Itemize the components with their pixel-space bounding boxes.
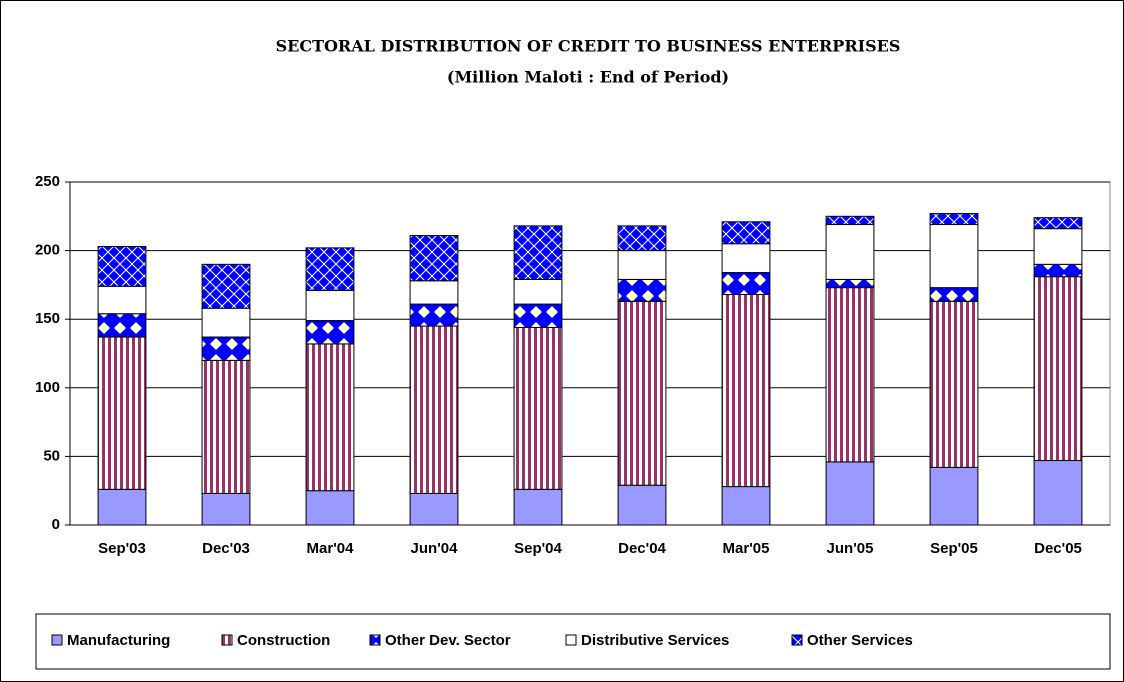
bar-segment: [1033, 263, 1083, 278]
bar-segment: [201, 307, 251, 338]
bar-segment: [513, 488, 563, 526]
y-tick-label: 150: [35, 310, 60, 327]
legend-label: Other Services: [807, 632, 913, 649]
bar-segment: [409, 280, 459, 305]
x-tick-label: Dec'05: [1034, 540, 1082, 557]
bar-segment: [305, 289, 355, 322]
legend-label: Construction: [237, 632, 330, 649]
bar-segment: [721, 221, 771, 245]
bar-segment: [929, 287, 979, 302]
y-tick-label: 200: [35, 242, 60, 259]
bar-segment: [721, 294, 771, 488]
x-tick-label: Mar'04: [307, 540, 355, 557]
y-tick-label: 50: [43, 447, 60, 464]
bar-segment: [1033, 228, 1083, 265]
legend-swatch: [369, 634, 381, 646]
bar-segment: [513, 326, 563, 490]
bar-segment: [201, 359, 251, 494]
bar-segment: [97, 336, 147, 490]
bar-segment: [617, 300, 667, 486]
bar-segment: [617, 250, 667, 280]
x-tick-label: Jun'04: [411, 540, 459, 557]
y-tick-label: 100: [35, 379, 60, 396]
legend-swatch: [791, 634, 803, 646]
bar-segment: [825, 215, 875, 226]
bar-segment: [617, 484, 667, 526]
bar-segment: [97, 285, 147, 315]
bar-segment: [929, 300, 979, 468]
bar-segment: [721, 486, 771, 526]
bar-segment: [513, 278, 563, 305]
x-tick-label: Dec'04: [618, 540, 666, 557]
bar-segment: [97, 245, 147, 287]
bar-segment: [617, 278, 667, 302]
bar-segment: [201, 336, 251, 361]
x-tick-label: Sep'05: [930, 540, 978, 557]
bar-segment: [721, 272, 771, 296]
bar-segment: [409, 492, 459, 526]
bar-segment: [409, 235, 459, 282]
chart-title: SECTORAL DISTRIBUTION OF CREDIT TO BUSIN…: [276, 37, 901, 56]
legend-label: Distributive Services: [581, 632, 729, 649]
legend-swatch: [221, 634, 233, 646]
bar-segment: [617, 225, 667, 252]
bar-segment: [97, 488, 147, 526]
bar-segment: [201, 492, 251, 526]
bar-segment: [1033, 276, 1083, 462]
bar-segment: [1033, 217, 1083, 230]
x-tick-label: Sep'04: [514, 540, 562, 557]
legend-swatch: [565, 634, 577, 646]
chart-subtitle: (Million Maloti : End of Period): [447, 68, 729, 87]
bar-segment: [513, 225, 563, 280]
y-tick-label: 0: [52, 516, 60, 533]
x-tick-label: Sep'03: [98, 540, 146, 557]
bar-segment: [929, 224, 979, 289]
bar-segment: [825, 278, 875, 289]
bar-segment: [409, 303, 459, 327]
bar-segment: [929, 466, 979, 526]
bar-segment: [305, 490, 355, 526]
y-tick-label: 250: [35, 173, 60, 190]
bar-segment: [305, 247, 355, 291]
x-tick-label: Dec'03: [202, 540, 250, 557]
legend-swatch: [51, 634, 63, 646]
bar-segment: [929, 213, 979, 226]
bar-segment: [409, 325, 459, 494]
bar-segment: [305, 320, 355, 345]
legend-label: Manufacturing: [67, 632, 170, 649]
bar-segment: [721, 243, 771, 274]
x-tick-label: Jun'05: [827, 540, 874, 557]
bar-segment: [513, 303, 563, 328]
bar-segment: [825, 287, 875, 463]
bar-segment: [1033, 460, 1083, 526]
bar-segment: [825, 224, 875, 280]
x-tick-label: Mar'05: [723, 540, 770, 557]
legend-label: Other Dev. Sector: [385, 632, 511, 649]
bar-segment: [825, 461, 875, 526]
bar-segment: [201, 263, 251, 309]
bar-segment: [97, 313, 147, 338]
bar-segment: [305, 343, 355, 492]
